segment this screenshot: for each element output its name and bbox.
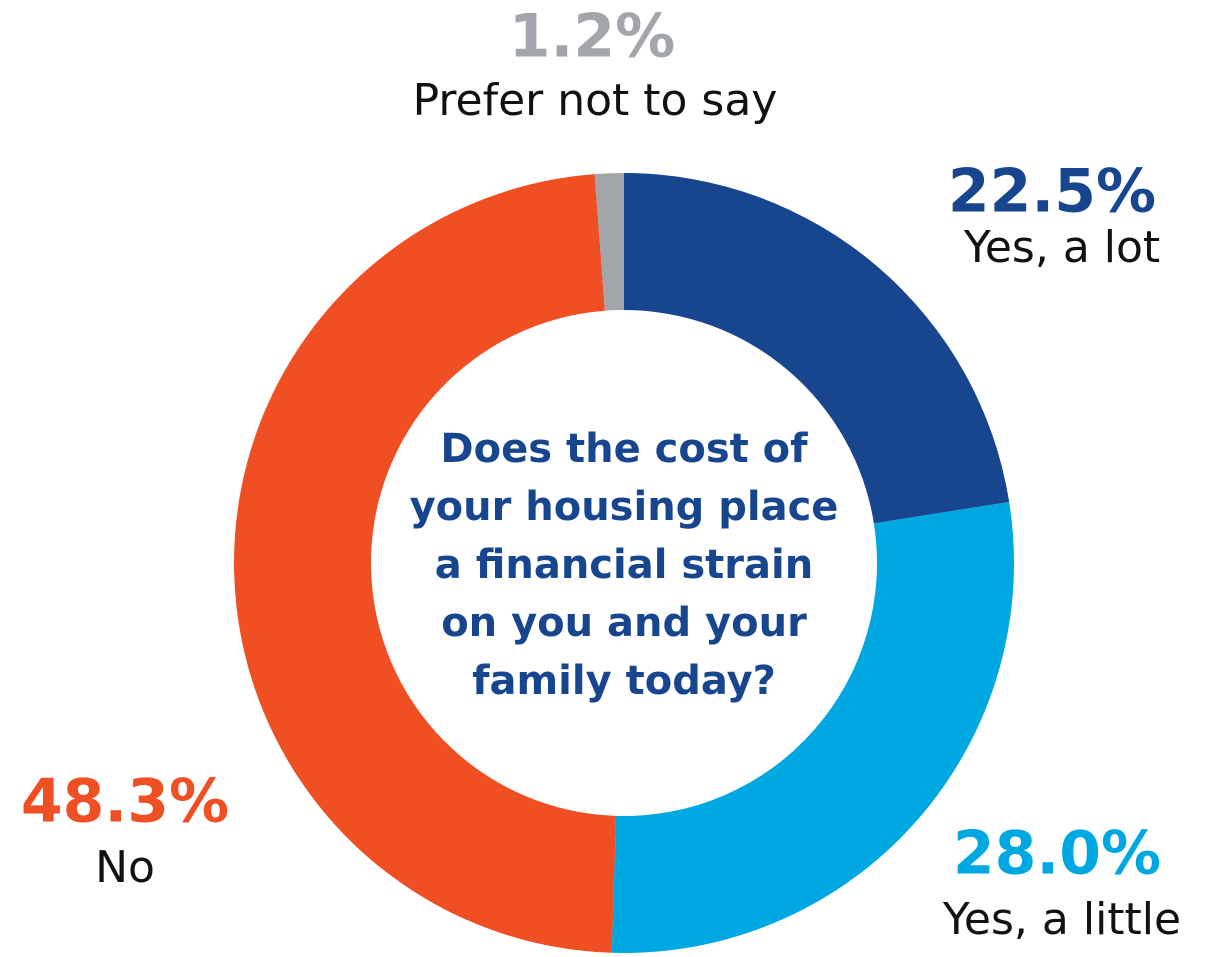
donut-slice — [624, 173, 1010, 524]
category-label: Prefer not to say — [413, 75, 778, 126]
category-label: Yes, a little — [942, 894, 1181, 945]
value-label: 1.2% — [509, 2, 675, 72]
category-label: No — [95, 842, 155, 893]
chart-title: Does the cost of your housing place a fi… — [409, 426, 839, 704]
donut-slice — [233, 174, 617, 953]
category-label: Yes, a lot — [963, 222, 1160, 273]
donut-slice — [594, 173, 624, 311]
value-label: 22.5% — [948, 157, 1156, 227]
donut-slice — [611, 501, 1014, 953]
value-label: 48.3% — [21, 767, 229, 837]
value-label: 28.0% — [953, 819, 1161, 889]
